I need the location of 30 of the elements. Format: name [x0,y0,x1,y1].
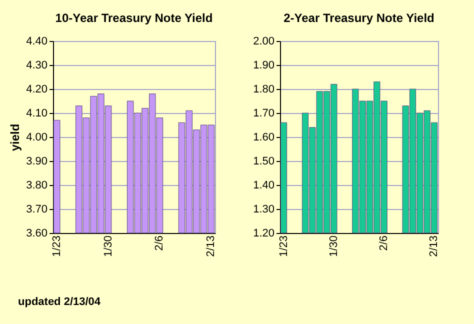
chart-title: 10-Year Treasury Note Yield [55,11,213,25]
y-tick-label: 1.30 [253,204,274,216]
y-tick-label: 1.50 [253,156,274,168]
y-tick-label: 1.20 [253,228,274,240]
chart-title: 2-Year Treasury Note Yield [284,11,434,25]
y-tick-label: 3.60 [26,228,48,240]
y-axis-title: yield [8,124,22,152]
y-tick-label: 3.80 [26,180,48,192]
y-tick-label: 4.30 [26,60,48,72]
x-tick-label: 1/23 [278,236,290,257]
text: updated 2/13/04 [18,296,101,308]
y-tick-label: 4.00 [26,132,48,144]
x-tick-label: 2/13 [428,236,440,257]
y-tick-label: 1.90 [253,60,274,72]
x-tick-label: 1/30 [328,236,340,257]
y-tick-label: 3.90 [26,156,48,168]
x-tick-label: 2/6 [378,236,390,251]
y-tick-label: 1.80 [253,84,274,96]
y-tick-label: 2.00 [253,36,274,48]
y-tick-label: 3.70 [26,204,48,216]
x-tick-label: 2/13 [205,236,218,257]
y-tick-label: 4.20 [26,84,48,96]
x-tick-label: 1/30 [102,236,114,257]
y-tick-label: 1.40 [253,180,274,192]
y-tick-label: 4.10 [26,108,48,120]
y-tick-label: 4.40 [26,36,48,48]
y-tick-label: 1.60 [253,132,274,144]
y-tick-label: 1.70 [253,108,274,120]
x-tick-label: 2/6 [154,236,166,251]
x-tick-label: 1/23 [50,236,63,257]
